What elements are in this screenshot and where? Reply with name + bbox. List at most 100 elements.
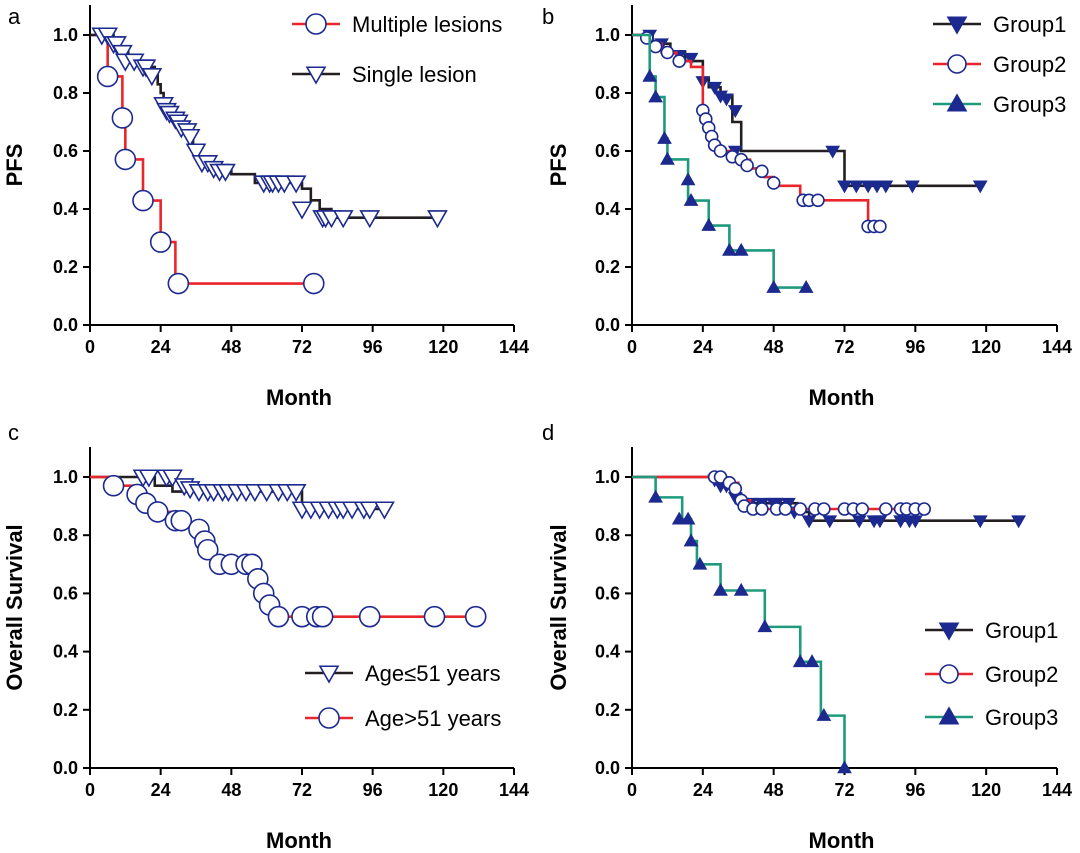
x-axis-title-a: Month (266, 385, 332, 410)
censor-mark-c-s0-27 (374, 501, 395, 520)
censor-mark-b-s1-13 (755, 164, 769, 179)
censor-mark-b-s2-7 (722, 242, 737, 256)
series-a-0 (90, 33, 325, 295)
censor-mark-b-s2-8 (733, 242, 749, 256)
censor-mark-d-s1-16 (879, 502, 893, 516)
legend-item-b-1: Group2 (933, 52, 1066, 77)
x-tick-label-a-2: 48 (221, 337, 241, 357)
panel-a: a 0.0 0.2 0.4 0.6 0.8 1.0 0 24 48 72 96 120 144 Month P… (2, 4, 529, 410)
x-tick-label-a-3: 72 (292, 337, 312, 357)
censor-mark-a-s1-23 (215, 163, 236, 182)
censor-mark-b-s0-11 (837, 180, 852, 194)
legend-marker-b-s1 (947, 54, 967, 74)
x-tick-label-d-5: 120 (971, 780, 1001, 800)
x-tick-label-c-4: 96 (363, 780, 383, 800)
x-tick-label-a-0: 0 (85, 337, 95, 357)
censor-mark-d-s1-10 (793, 502, 808, 516)
x-tick-label-b-0: 0 (627, 337, 637, 357)
censor-mark-b-s2-2 (657, 130, 672, 144)
x-tick-label-d-0: 0 (627, 780, 637, 800)
y-axis-title-d: Overall Survival (546, 524, 571, 690)
censor-mark-a-s1-35 (359, 210, 381, 229)
censor-mark-d-s2-8 (792, 654, 808, 668)
censor-mark-c-s1-16 (267, 605, 290, 628)
legend-label-d-0: Group1 (985, 618, 1058, 643)
censor-mark-a-s0-5 (167, 272, 190, 295)
censor-mark-c-s1-5 (170, 509, 193, 532)
censor-mark-a-s1-30 (291, 201, 313, 220)
legend-marker-b-s2 (946, 93, 968, 112)
legend-item-d-1: Group2 (925, 662, 1058, 687)
censor-mark-a-s1-36 (427, 210, 448, 229)
censor-mark-b-s0-16 (905, 180, 920, 194)
y-tick-label-b-2: 0.4 (595, 199, 620, 219)
y-axis-title-a: PFS (2, 144, 27, 187)
legend-marker-d-s2 (938, 706, 960, 725)
censor-mark-c-s0-3 (162, 469, 183, 488)
censor-mark-d-s1-7 (755, 502, 769, 516)
censor-mark-d-s2-3 (683, 533, 699, 547)
legend-item-d-0: Group1 (925, 618, 1058, 643)
censor-mark-b-s2-3 (660, 151, 675, 165)
series-d-1 (632, 470, 931, 516)
censor-mark-b-s2-10 (798, 279, 814, 293)
censor-mark-d-s2-9 (804, 654, 820, 668)
x-tick-label-a-5: 120 (428, 337, 458, 357)
y-tick-label-a-0: 0.0 (53, 315, 78, 335)
series-b-1 (632, 31, 887, 234)
panel-label-d: d (542, 420, 554, 445)
y-tick-label-a-4: 0.8 (53, 83, 78, 103)
censor-mark-c-s0-26 (359, 501, 381, 520)
survival-line-b-1 (632, 33, 880, 228)
censor-mark-d-s0-13 (851, 515, 867, 529)
legend-marker-c-s1 (318, 707, 340, 729)
y-tick-label-d-4: 0.8 (595, 525, 620, 545)
y-tick-label-c-5: 1.0 (53, 467, 78, 487)
y-tick-label-d-3: 0.6 (595, 583, 620, 603)
series-a-1 (90, 27, 448, 229)
censor-mark-d-s2-2 (680, 511, 696, 525)
censor-mark-b-s0-7 (719, 93, 734, 107)
y-tick-label-c-0: 0.0 (53, 758, 78, 778)
censor-mark-d-s0-16 (893, 515, 908, 529)
censor-mark-a-s0-4 (149, 231, 172, 253)
censor-mark-a-s1-1 (97, 27, 119, 46)
legend-label-a-1: Single lesion (352, 62, 477, 87)
censor-mark-a-s1-34 (332, 210, 354, 229)
censor-mark-d-s1-20 (917, 502, 931, 516)
censor-mark-a-s0-6 (302, 272, 325, 295)
censor-mark-d-s2-6 (733, 582, 749, 596)
legend-label-a-0: Multiple lesions (352, 12, 502, 37)
censor-mark-b-s0-5 (707, 81, 723, 95)
censor-mark-b-s0-14 (869, 180, 885, 194)
x-axis-title-d: Month (809, 828, 875, 853)
censor-mark-b-s1-17 (811, 193, 825, 208)
censor-mark-b-s2-6 (701, 217, 717, 231)
legend-item-a-1: Single lesion (292, 62, 477, 87)
y-axis-title-c: Overall Survival (2, 524, 27, 690)
series-b-2 (632, 33, 814, 293)
survival-line-d-2 (632, 475, 846, 768)
y-tick-label-c-2: 0.4 (53, 642, 78, 662)
censor-mark-d-s2-7 (757, 619, 773, 633)
y-tick-label-c-4: 0.8 (53, 525, 78, 545)
censor-mark-b-s2-4 (680, 172, 696, 186)
legend-label-c-1: Age>51 years (365, 706, 501, 731)
legend-item-d-2: Group3 (925, 705, 1058, 730)
legend-marker-c-s0 (318, 665, 340, 684)
censor-mark-a-s1-8 (135, 59, 157, 78)
censor-mark-a-s1-29 (285, 175, 307, 194)
censor-mark-b-s1-12 (740, 158, 754, 173)
legend-marker-d-s0 (938, 622, 960, 641)
x-tick-label-a-4: 96 (363, 337, 383, 357)
legend-label-b-0: Group1 (993, 12, 1066, 37)
legend-item-b-2: Group3 (933, 92, 1066, 117)
censor-mark-b-s2-0 (642, 68, 658, 82)
x-tick-label-c-1: 24 (151, 780, 171, 800)
censor-mark-b-s0-13 (860, 180, 876, 194)
censor-mark-d-s2-4 (692, 556, 708, 570)
censor-mark-d-s2-10 (816, 708, 832, 721)
y-axis-title-b: PFS (546, 144, 571, 187)
censor-mark-c-s1-8 (196, 538, 219, 561)
censor-mark-a-s0-3 (132, 189, 154, 212)
